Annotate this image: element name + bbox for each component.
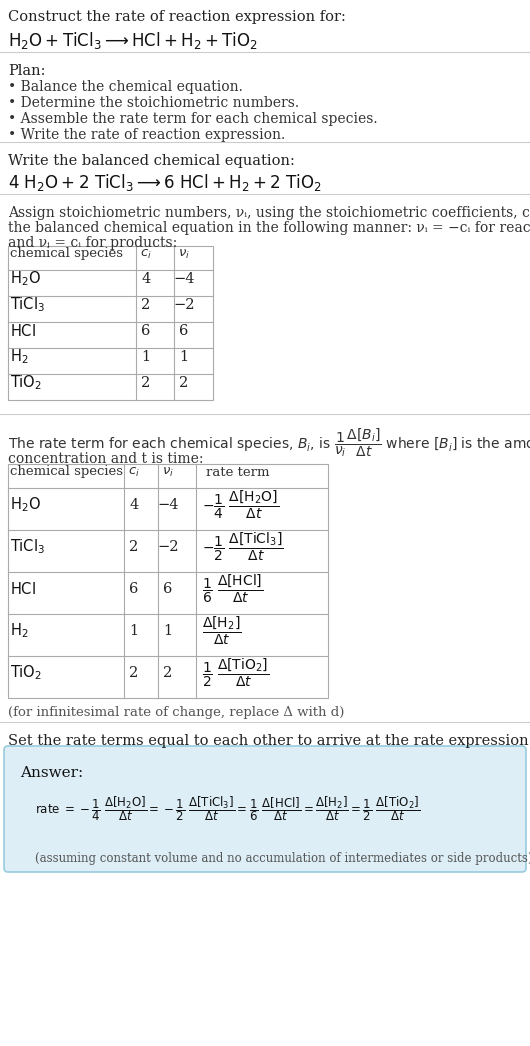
Text: the balanced chemical equation in the following manner: νᵢ = −cᵢ for reactants: the balanced chemical equation in the fo… [8, 221, 530, 235]
Text: $\dfrac{1}{2}\ \dfrac{\Delta[\mathrm{TiO_2}]}{\Delta t}$: $\dfrac{1}{2}\ \dfrac{\Delta[\mathrm{TiO… [202, 657, 269, 689]
Text: $\dfrac{\Delta[\mathrm{H_2}]}{\Delta t}$: $\dfrac{\Delta[\mathrm{H_2}]}{\Delta t}$ [202, 615, 242, 647]
Text: 2: 2 [142, 376, 151, 390]
Text: 6: 6 [142, 324, 151, 338]
Text: rate term: rate term [206, 465, 270, 478]
Text: $\mathrm{H_2}$: $\mathrm{H_2}$ [10, 347, 29, 366]
Text: Write the balanced chemical equation:: Write the balanced chemical equation: [8, 154, 295, 168]
Text: 2: 2 [179, 376, 189, 390]
Text: 1: 1 [142, 350, 151, 364]
Text: chemical species: chemical species [10, 465, 123, 478]
Text: $\mathrm{H_2O}$: $\mathrm{H_2O}$ [10, 496, 41, 515]
Text: 2: 2 [129, 540, 139, 554]
Text: −4: −4 [157, 498, 179, 511]
Text: concentration and t is time:: concentration and t is time: [8, 452, 204, 467]
Text: $c_i$: $c_i$ [128, 465, 140, 479]
Text: chemical species: chemical species [10, 248, 123, 260]
Text: 1: 1 [180, 350, 189, 364]
Text: rate $= -\dfrac{1}{4}\ \dfrac{\Delta[\mathrm{H_2O}]}{\Delta t} = -\dfrac{1}{2}\ : rate $= -\dfrac{1}{4}\ \dfrac{\Delta[\ma… [35, 794, 420, 823]
Text: $\mathrm{HCl}$: $\mathrm{HCl}$ [10, 581, 36, 597]
Text: −2: −2 [157, 540, 179, 554]
Text: • Assemble the rate term for each chemical species.: • Assemble the rate term for each chemic… [8, 112, 377, 126]
Text: 2: 2 [129, 666, 139, 680]
Text: Construct the rate of reaction expression for:: Construct the rate of reaction expressio… [8, 10, 346, 24]
Text: $\mathrm{TiO_2}$: $\mathrm{TiO_2}$ [10, 663, 42, 682]
Text: (assuming constant volume and no accumulation of intermediates or side products): (assuming constant volume and no accumul… [35, 852, 530, 865]
Text: • Determine the stoichiometric numbers.: • Determine the stoichiometric numbers. [8, 96, 299, 110]
Text: 1: 1 [163, 624, 173, 638]
Text: (for infinitesimal rate of change, replace Δ with d): (for infinitesimal rate of change, repla… [8, 706, 344, 719]
Text: 6: 6 [129, 582, 139, 596]
Text: $\mathrm{TiCl_3}$: $\mathrm{TiCl_3}$ [10, 296, 45, 315]
Text: 2: 2 [142, 298, 151, 312]
Text: $\mathrm{H_2O + TiCl_3 \longrightarrow HCl + H_2 + TiO_2}$: $\mathrm{H_2O + TiCl_3 \longrightarrow H… [8, 30, 258, 51]
Text: • Balance the chemical equation.: • Balance the chemical equation. [8, 79, 243, 94]
Text: $\dfrac{1}{6}\ \dfrac{\Delta[\mathrm{HCl}]}{\Delta t}$: $\dfrac{1}{6}\ \dfrac{\Delta[\mathrm{HCl… [202, 573, 263, 606]
Text: $\nu_i$: $\nu_i$ [178, 248, 190, 260]
Text: 4: 4 [129, 498, 139, 511]
Text: $\nu_i$: $\nu_i$ [162, 465, 174, 479]
Text: The rate term for each chemical species, $B_i$, is $\dfrac{1}{\nu_i}\dfrac{\Delt: The rate term for each chemical species,… [8, 426, 530, 459]
Text: Set the rate terms equal to each other to arrive at the rate expression:: Set the rate terms equal to each other t… [8, 734, 530, 748]
Text: 2: 2 [163, 666, 173, 680]
Text: $\mathrm{H_2O}$: $\mathrm{H_2O}$ [10, 270, 41, 289]
Text: $\mathrm{HCl}$: $\mathrm{HCl}$ [10, 323, 36, 339]
Text: $\mathrm{H_2}$: $\mathrm{H_2}$ [10, 621, 29, 640]
Bar [8, 246, 213, 400]
Text: $c_i$: $c_i$ [140, 248, 152, 260]
Text: 1: 1 [129, 624, 138, 638]
FancyBboxPatch shape [4, 746, 526, 872]
Text: • Write the rate of reaction expression.: • Write the rate of reaction expression. [8, 128, 285, 142]
Text: and νᵢ = cᵢ for products:: and νᵢ = cᵢ for products: [8, 236, 177, 250]
Bar [8, 464, 328, 698]
Text: $\mathrm{4\ H_2O + 2\ TiCl_3 \longrightarrow 6\ HCl + H_2 + 2\ TiO_2}$: $\mathrm{4\ H_2O + 2\ TiCl_3 \longrighta… [8, 172, 322, 194]
Text: $-\dfrac{1}{2}\ \dfrac{\Delta[\mathrm{TiCl_3}]}{\Delta t}$: $-\dfrac{1}{2}\ \dfrac{\Delta[\mathrm{Ti… [202, 530, 284, 563]
Text: $\mathrm{TiO_2}$: $\mathrm{TiO_2}$ [10, 373, 42, 392]
Text: −2: −2 [173, 298, 195, 312]
Text: 6: 6 [179, 324, 189, 338]
Text: 6: 6 [163, 582, 173, 596]
Text: Plan:: Plan: [8, 64, 46, 78]
Text: $-\dfrac{1}{4}\ \dfrac{\Delta[\mathrm{H_2O}]}{\Delta t}$: $-\dfrac{1}{4}\ \dfrac{\Delta[\mathrm{H_… [202, 488, 279, 521]
Text: Assign stoichiometric numbers, νᵢ, using the stoichiometric coefficients, cᵢ, fr: Assign stoichiometric numbers, νᵢ, using… [8, 206, 530, 220]
Text: −4: −4 [173, 272, 195, 286]
Text: 4: 4 [142, 272, 151, 286]
Text: Answer:: Answer: [20, 766, 83, 780]
Text: $\mathrm{TiCl_3}$: $\mathrm{TiCl_3}$ [10, 538, 45, 556]
